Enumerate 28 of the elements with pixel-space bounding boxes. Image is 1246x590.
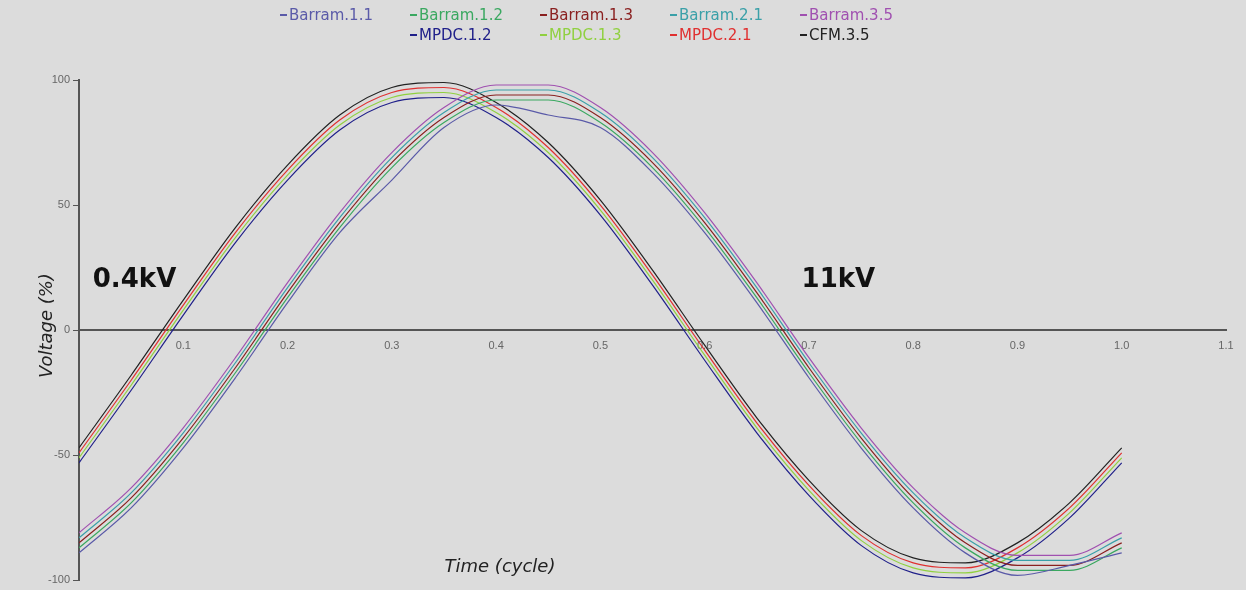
legend-label: CFM.3.5 [809,26,870,44]
y-tick-label: -100 [47,573,71,586]
y-axis-title: Voltage (%) [34,272,56,380]
x-tick-label: 0.5 [592,338,609,351]
legend-label: Barram.1.1 [289,6,373,24]
legend-label: MPDC.2.1 [679,26,752,44]
x-tick-label: 0.1 [175,338,191,351]
legend-label: MPDC.1.3 [549,26,622,44]
x-tick-label: 0.9 [1009,338,1026,351]
annotation: 11kV [801,262,876,293]
x-tick-label: 0.4 [488,338,504,351]
x-tick-label: 0.2 [279,338,296,351]
legend-label: Barram.1.2 [419,6,503,24]
x-tick-label: 0.8 [905,338,921,351]
legend-label: MPDC.1.2 [419,26,492,44]
y-tick-label: 100 [51,73,71,86]
x-tick-label: 0.3 [384,338,400,351]
legend-label: Barram.2.1 [679,6,763,24]
legend-label: Barram.1.3 [549,6,633,24]
y-tick-label: 50 [57,198,71,211]
x-tick-label: 1.1 [1218,338,1234,351]
x-axis-title: Time (cycle) [443,555,557,576]
x-tick-label: 1.0 [1114,338,1130,351]
legend-label: Barram.3.5 [809,6,893,24]
y-tick-label: 0 [63,323,71,336]
annotation: 0.4kV [92,262,177,293]
x-tick-label: 0.7 [801,338,817,351]
y-tick-label: -50 [54,448,71,461]
